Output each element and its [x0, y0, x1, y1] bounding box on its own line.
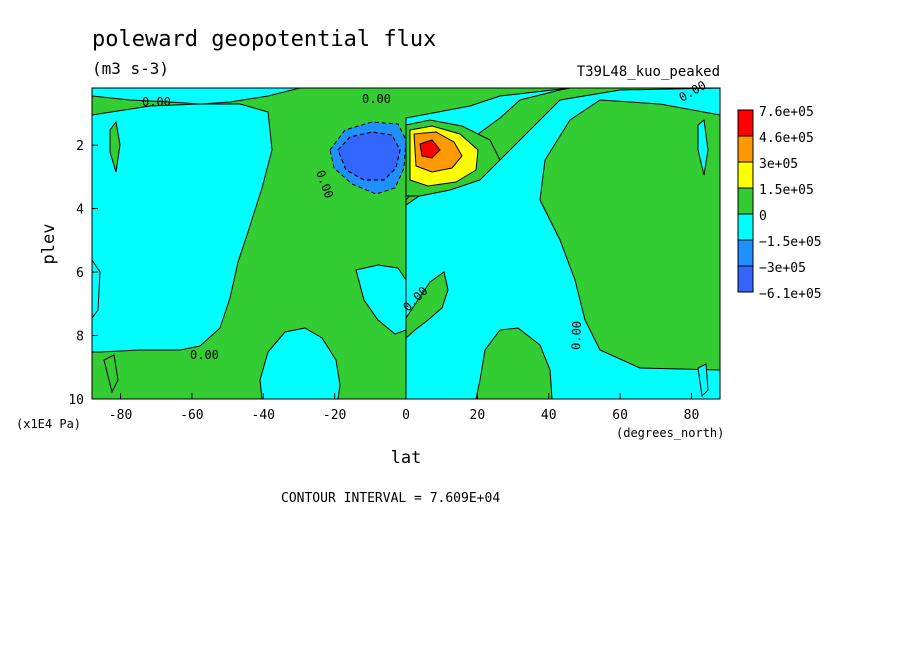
contour-label: 0.00 — [190, 348, 219, 362]
legend-swatch — [737, 265, 754, 293]
y-tick-label: 10 — [68, 393, 84, 408]
legend-label: −6.1e+05 — [759, 287, 822, 302]
legend-label: 3e+05 — [759, 157, 798, 172]
region-southern-midlat-negative — [92, 103, 273, 353]
y-tick-label: 2 — [76, 139, 84, 154]
region-southern-low-level-negative — [259, 327, 341, 399]
region-negative-core-inner — [337, 131, 401, 181]
x-axis-units: (degrees_north) — [616, 426, 724, 440]
y-axis-units: (x1E4 Pa) — [16, 417, 81, 431]
contour-field — [92, 88, 720, 399]
x-axis-label: lat — [391, 448, 422, 468]
legend-swatch — [737, 213, 754, 241]
x-tick-label: 40 — [541, 408, 557, 423]
y-axis: 2 4 6 8 10 — [68, 139, 98, 408]
x-tick-label: -60 — [180, 408, 203, 423]
region-northern-negative — [405, 88, 720, 399]
color-legend: 7.6e+05 4.6e+05 3e+05 1.5e+05 0 −1.5e+05 −3e+0… — [737, 105, 822, 302]
x-tick-label: -20 — [323, 408, 346, 423]
x-axis: -80 -60 -40 -20 0 20 40 60 80 — [109, 393, 699, 423]
y-tick-label: 6 — [76, 266, 84, 281]
legend-swatch — [737, 109, 754, 137]
legend-label: −3e+05 — [759, 261, 806, 276]
region-edge-green-west-sliver — [109, 120, 121, 173]
region-edge-cyan-east-sliver — [697, 119, 709, 176]
x-tick-label: -80 — [109, 408, 132, 423]
legend-label: 0 — [759, 209, 767, 224]
region-equatorial-green-tongue — [405, 271, 449, 340]
region-edge-cyan-east-low — [697, 363, 709, 398]
chart-title: poleward geopotential flux — [92, 27, 436, 52]
legend-label: 4.6e+05 — [759, 131, 814, 146]
y-tick-label: 4 — [76, 203, 84, 218]
units-label: (m3 s-3) — [92, 59, 169, 78]
legend-swatch — [737, 187, 754, 215]
region-positive-core-red — [419, 139, 441, 159]
legend-label: 1.5e+05 — [759, 183, 814, 198]
region-edge-green-low-west — [103, 354, 119, 394]
contour-label: 0.00 — [569, 321, 584, 350]
legend-swatch — [737, 161, 754, 189]
contour-interval-note: CONTOUR INTERVAL = 7.609E+04 — [281, 491, 500, 506]
contour-label: 0.00 — [362, 92, 391, 106]
legend-swatch — [737, 239, 754, 267]
x-tick-label: 20 — [470, 408, 486, 423]
legend-label: 7.6e+05 — [759, 105, 814, 120]
x-tick-label: 80 — [684, 408, 700, 423]
legend-label: −1.5e+05 — [759, 235, 822, 250]
region-edge-cyan-west — [92, 259, 101, 319]
y-axis-label: plev — [39, 224, 59, 265]
x-tick-label: -40 — [252, 408, 275, 423]
y-tick-label: 8 — [76, 330, 84, 345]
contour-label: 0.00 — [142, 95, 171, 109]
run-tag: T39L48_kuo_peaked — [577, 64, 720, 80]
x-tick-label: 0 — [402, 408, 410, 423]
legend-swatch — [737, 135, 754, 163]
x-tick-label: 60 — [612, 408, 628, 423]
